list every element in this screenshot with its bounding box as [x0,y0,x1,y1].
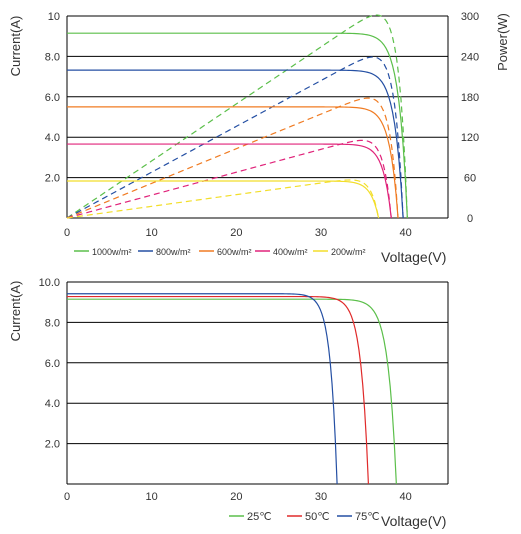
chart1-y-tick-label: 6.0 [45,92,60,104]
chart1-legend-label-1000wm: 1000w/m² [92,247,132,257]
chart1-legend-label-200wm: 200w/m² [331,247,366,257]
chart1-y2-tick-label: 60 [464,173,476,185]
chart2-legend: 25℃ 50℃ 75℃ [229,511,380,523]
chart1-x-axis-label: Voltage(V) [381,249,446,265]
chart1-y-tick-label: 10 [48,11,60,23]
chart1-iv-curve-400wm [67,143,392,219]
chart1-power-curve-200wm [66,179,380,219]
chart2-x-tick-label: 10 [146,491,158,503]
chart2-y-axis-label: Current(A) [8,281,23,342]
chart1-panel: 2.0 4.0 6.0 8.0 10 0 10 20 30 40 Current(A) Voltage… [8,11,510,265]
chart1-iv-curve-600wm [67,106,399,219]
chart1-y-tick-label: 2.0 [45,173,60,185]
chart1-y-tick-label: 4.0 [45,132,60,144]
chart1-x-tick-label: 20 [230,227,242,239]
chart2-x-tick-label: 40 [400,491,412,503]
chart1-iv-curve-1000wm [67,32,408,219]
chart1-iv-curve-200wm [67,180,380,219]
chart1-power-curve-1000wm [66,14,408,219]
chart1-y2-tick-label: 0 [467,213,473,225]
chart1-y2-tick-label: 240 [461,51,479,63]
chart2-x-axis-label: Voltage(V) [381,513,446,529]
chart2-x-tick-label: 20 [230,491,242,503]
chart2-y-tick-label: 6.0 [45,358,60,370]
chart1-y2-tick-label: 180 [461,92,479,104]
chart1-legend-label-800wm: 800w/m² [156,247,191,257]
chart1-power-curve-600wm [66,97,399,219]
chart1-x-tick-label: 0 [64,227,70,239]
chart1-x-tick-label: 40 [400,227,412,239]
chart2-y-tick-label: 4.0 [45,398,60,410]
chart1-x-tick-label: 30 [315,227,327,239]
chart2-legend-label-75: 75℃ [355,511,380,523]
chart2-legend-label-25: 25℃ [247,511,272,523]
chart1-power-curve-800wm [66,56,404,219]
chart1-y2-tick-label: 120 [461,132,479,144]
chart2-iv-curve-75 [67,293,338,485]
chart1-legend-label-400wm: 400w/m² [273,247,308,257]
chart2-y-tick-label: 10.0 [39,277,60,289]
chart2-y-tick-label: 2.0 [45,439,60,451]
chart1-y-tick-label: 8.0 [45,51,60,63]
chart2-y-tick-label: 8.0 [45,317,60,329]
chart2-iv-curve-25 [67,298,397,485]
chart2-x-tick-label: 0 [64,491,70,503]
chart1-y2-axis-label: Power(W) [495,13,510,71]
chart1-legend: 1000w/m² 800w/m² 600w/m² 400w/m² 200w/m² [74,247,366,257]
chart1-legend-label-600wm: 600w/m² [217,247,252,257]
chart2-panel: 2.0 4.0 6.0 8.0 10.0 0 10 20 30 40 Current(A) Volta… [8,277,449,529]
chart1-iv-curve-800wm [67,69,404,219]
chart1-power-curve-400wm [66,139,392,219]
chart1-x-tick-label: 10 [146,227,158,239]
chart2-x-tick-label: 30 [315,491,327,503]
chart2-legend-label-50: 50℃ [305,511,330,523]
chart2-iv-curve-50 [67,295,370,485]
chart1-y-axis-label: Current(A) [8,16,23,77]
chart1-y2-tick-label: 300 [461,11,479,23]
